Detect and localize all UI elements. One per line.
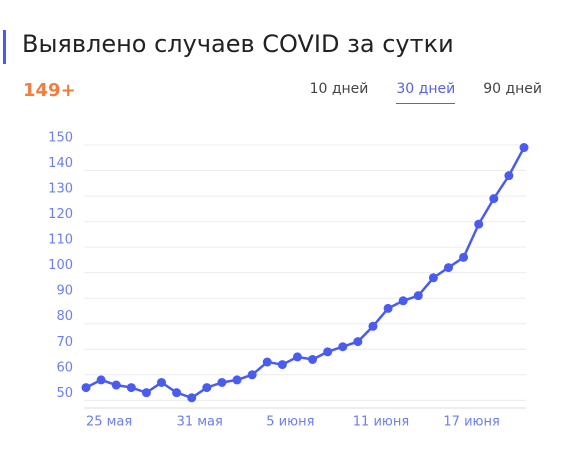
x-tick-label: 11 июня [353, 415, 409, 430]
period-tab[interactable]: 90 дней [483, 81, 542, 97]
point [232, 375, 242, 385]
period-tab[interactable]: 10 дней [309, 81, 369, 97]
point [368, 321, 378, 331]
y-tick-label: 50 [56, 386, 73, 401]
point [217, 377, 227, 387]
point [126, 383, 136, 393]
point [308, 354, 318, 364]
x-tick-label: 17 июня [443, 415, 499, 430]
point [443, 263, 453, 273]
y-tick-label: 100 [48, 258, 73, 273]
point [262, 357, 272, 367]
point [353, 337, 363, 347]
y-tick-label: 60 [56, 360, 73, 375]
point [474, 219, 484, 229]
x-tick-label: 31 мая [177, 415, 223, 430]
point [413, 291, 423, 301]
point [489, 194, 499, 204]
point [504, 171, 514, 181]
point [323, 347, 333, 357]
point [338, 342, 348, 352]
point [157, 377, 167, 387]
y-tick-label: 90 [56, 284, 73, 299]
point [428, 273, 438, 283]
point [519, 143, 529, 153]
point [172, 388, 182, 398]
point [81, 383, 91, 393]
y-tick-label: 80 [56, 309, 73, 324]
period-tab[interactable]: 30 дней [396, 81, 456, 104]
point [111, 380, 121, 390]
point [187, 393, 197, 403]
point [398, 296, 408, 306]
tabs: 10 дней 30 дней 90 дней [310, 81, 542, 104]
y-tick-label: 140 [48, 156, 73, 171]
point [277, 360, 287, 370]
summary: 149+ [23, 80, 76, 101]
point [202, 383, 212, 393]
point [141, 388, 151, 398]
y-tick-label: 150 [48, 131, 73, 146]
x-tick-label: 25 мая [86, 415, 132, 430]
point [96, 375, 106, 385]
x-tick-label: 5 июня [266, 415, 314, 430]
title: Выявлено случаев COVID за сутки [22, 30, 454, 58]
point [292, 352, 302, 362]
y-tick-label: 70 [56, 335, 73, 350]
accent-bar [3, 30, 6, 64]
y-tick-label: 130 [48, 182, 73, 197]
point [247, 370, 257, 380]
point [459, 252, 469, 262]
y-tick-label: 110 [48, 233, 73, 248]
point [383, 303, 393, 313]
y-tick-label: 120 [48, 207, 73, 222]
